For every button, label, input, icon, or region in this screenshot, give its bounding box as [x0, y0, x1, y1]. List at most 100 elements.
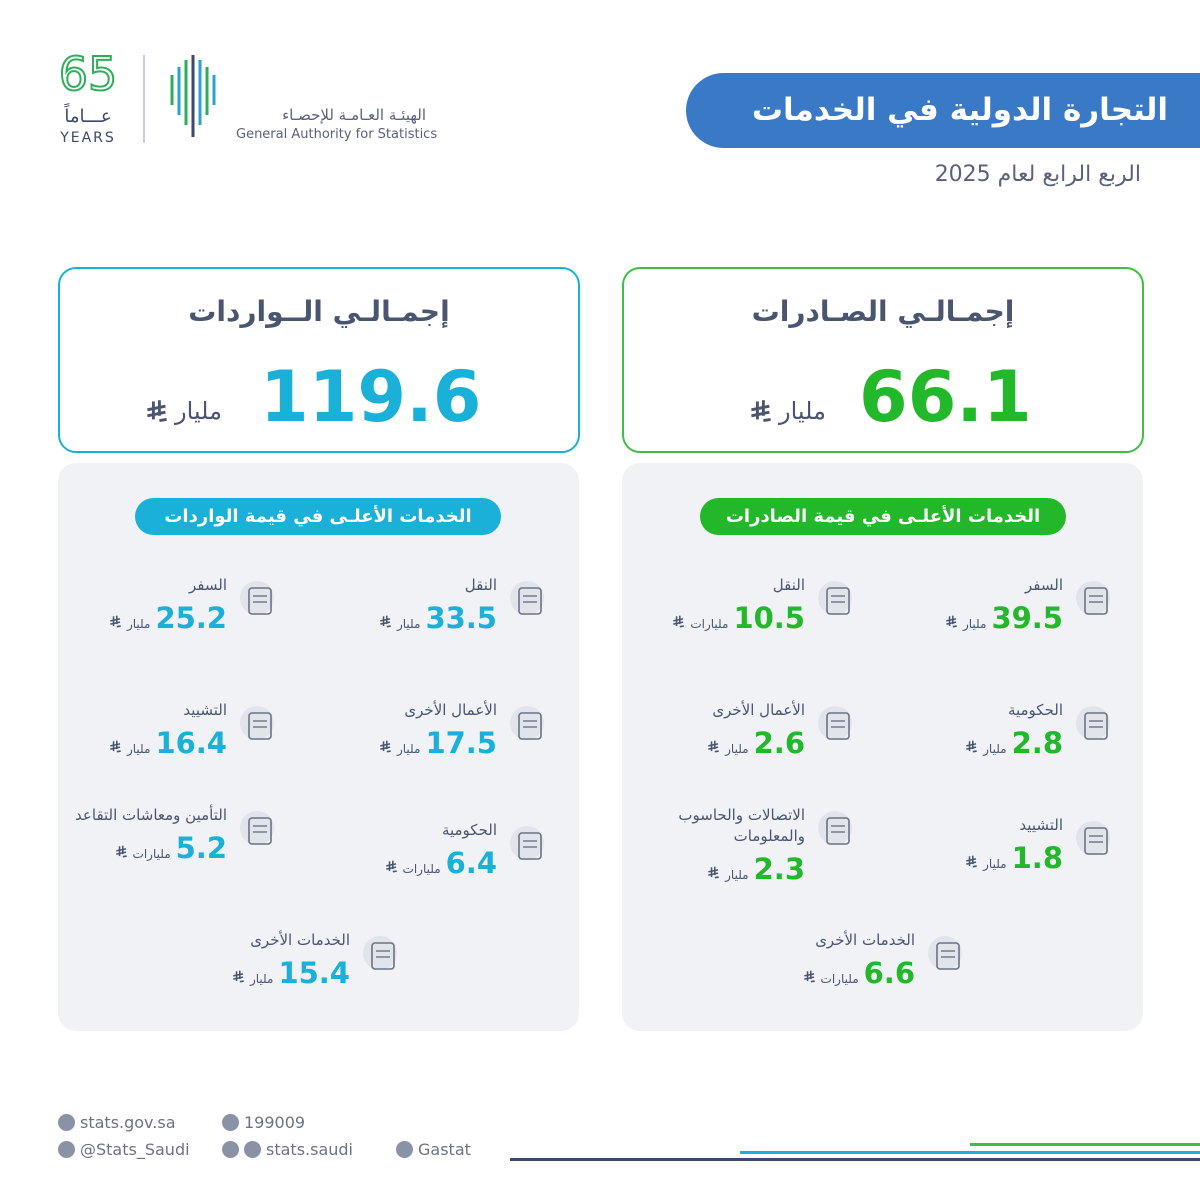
service-unit: مليار: [396, 742, 421, 756]
riyal-symbol: [751, 400, 771, 423]
service-item: الخدمات الأخرى 6.6 مليارات: [803, 930, 915, 989]
service-value-row: 15.4 مليار: [232, 957, 350, 989]
service-value: 33.5: [425, 601, 497, 635]
footer-linkedin: Gastat: [396, 1140, 471, 1159]
service-unit: مليار: [396, 617, 421, 631]
service-value-row: 17.5 مليار: [379, 727, 497, 759]
service-value: 17.5: [425, 726, 497, 760]
service-icon: [928, 936, 962, 970]
service-icon: [510, 706, 544, 740]
service-value-row: 39.5 مليار: [945, 602, 1063, 634]
service-unit: مليار: [725, 742, 749, 756]
total-unit-row: مليار: [145, 397, 222, 425]
service-item: الحكومية 2.8 مليار: [965, 700, 1063, 759]
riyal-symbol: [110, 740, 121, 753]
service-item: النقل 10.5 مليارات: [672, 575, 805, 634]
logo-65: 65 عـــاماً YEARS: [58, 50, 119, 146]
linkedin: Gastat: [418, 1140, 471, 1159]
service-icon: [510, 581, 544, 615]
subtitle: الربع الرابع لعام 2025: [934, 162, 1141, 187]
service-label: السفر: [1025, 576, 1063, 594]
service-icon: [1076, 821, 1110, 855]
exports-panel: الخدمات الأعلـى في قيمة الصادرات السفر 39.…: [622, 463, 1143, 1031]
service-item: الخدمات الأخرى 15.4 مليار: [232, 930, 350, 989]
service-value-row: 2.3 مليار: [625, 853, 805, 885]
service-value-row: 5.2 مليارات: [75, 832, 227, 864]
riyal-symbol: [803, 970, 815, 983]
twitter: @Stats_Saudi: [80, 1140, 190, 1159]
deco-line: [510, 1158, 1200, 1161]
service-unit: مليارات: [402, 862, 441, 876]
footer-social: stats.saudi: [222, 1140, 353, 1159]
service-value-row: 2.8 مليار: [965, 727, 1063, 759]
service-label: الاتصالات والحاسوب والمعلومات: [678, 806, 805, 845]
riyal-symbol: [110, 615, 121, 628]
footer-phone: 199009: [222, 1113, 305, 1132]
riyal-symbol: [115, 845, 127, 858]
imports-panel: الخدمات الأعلـى في قيمة الواردات النقل 33.…: [58, 463, 579, 1031]
service-value: 2.8: [1011, 726, 1063, 760]
service-value-row: 1.8 مليار: [965, 842, 1063, 874]
riyal-symbol: [147, 400, 167, 423]
title: التجارة الدولية في الخدمات: [751, 92, 1168, 128]
social: stats.saudi: [266, 1140, 353, 1159]
anniversary-en: YEARS: [59, 130, 116, 146]
service-value: 10.5: [733, 601, 805, 635]
service-item: الأعمال الأخرى 17.5 مليار: [379, 700, 497, 759]
riyal-symbol: [708, 740, 719, 753]
service-unit: مليار: [725, 868, 749, 882]
service-label: التأمين ومعاشات التقاعد: [75, 806, 227, 824]
service-icon: [1076, 581, 1110, 615]
org-name-en: General Authority for Statistics: [236, 127, 438, 142]
footer-twitter: @Stats_Saudi: [58, 1140, 190, 1159]
anniversary-number: 65: [59, 50, 118, 101]
service-item: التأمين ومعاشات التقاعد 5.2 مليارات: [75, 805, 227, 864]
service-icon: [818, 581, 852, 615]
service-value: 6.6: [863, 956, 915, 990]
service-label: الأعمال الأخرى: [404, 701, 497, 719]
service-unit: مليارات: [820, 972, 859, 986]
service-unit: مليار: [962, 617, 987, 631]
service-value-row: 6.6 مليارات: [803, 957, 915, 989]
riyal-symbol: [673, 615, 685, 628]
service-unit: مليار: [126, 742, 151, 756]
service-value: 16.4: [155, 726, 227, 760]
riyal-symbol: [380, 615, 391, 628]
service-value: 1.8: [1011, 841, 1063, 875]
service-icon: [818, 811, 852, 845]
service-item: النقل 33.5 مليار: [379, 575, 497, 634]
service-unit: مليار: [983, 742, 1007, 756]
riyal-symbol: [385, 860, 397, 873]
service-value-row: 2.6 مليار: [707, 727, 805, 759]
anniversary-ar: عـــاماً: [63, 103, 111, 127]
top-services-pill: الخدمات الأعلـى في قيمة الصادرات: [700, 498, 1066, 535]
service-label: التشييد: [1019, 816, 1063, 834]
service-item: الاتصالات والحاسوب والمعلومات 2.3 مليار: [625, 805, 805, 885]
service-item: السفر 25.2 مليار: [109, 575, 227, 634]
service-label: الأعمال الأخرى: [712, 701, 805, 719]
service-value-row: 6.4 مليارات: [385, 847, 497, 879]
service-unit: مليارات: [132, 847, 171, 861]
service-label: الحكومية: [441, 821, 497, 839]
total-title: إجمـالـي الصـادرات: [751, 295, 1015, 328]
title-banner: التجارة الدولية في الخدمات: [686, 73, 1200, 148]
service-unit: مليار: [983, 857, 1007, 871]
service-icon: [818, 706, 852, 740]
service-icon: [510, 826, 544, 860]
service-label: السفر: [189, 576, 227, 594]
riyal-symbol: [380, 740, 391, 753]
riyal-symbol: [946, 615, 957, 628]
org-name-ar: الهيئـة العـامـة للإحصـاء: [282, 106, 426, 124]
divider: [143, 55, 145, 143]
service-unit: مليار: [126, 617, 151, 631]
service-icon: [240, 581, 274, 615]
phone: 199009: [244, 1113, 306, 1132]
service-value: 2.6: [753, 726, 805, 760]
deco-line: [740, 1151, 1200, 1154]
service-unit: مليار: [249, 972, 274, 986]
service-label: الخدمات الأخرى: [815, 931, 915, 949]
service-value: 39.5: [991, 601, 1063, 635]
total-unit: مليار: [175, 397, 222, 425]
riyal-symbol: [708, 866, 719, 879]
